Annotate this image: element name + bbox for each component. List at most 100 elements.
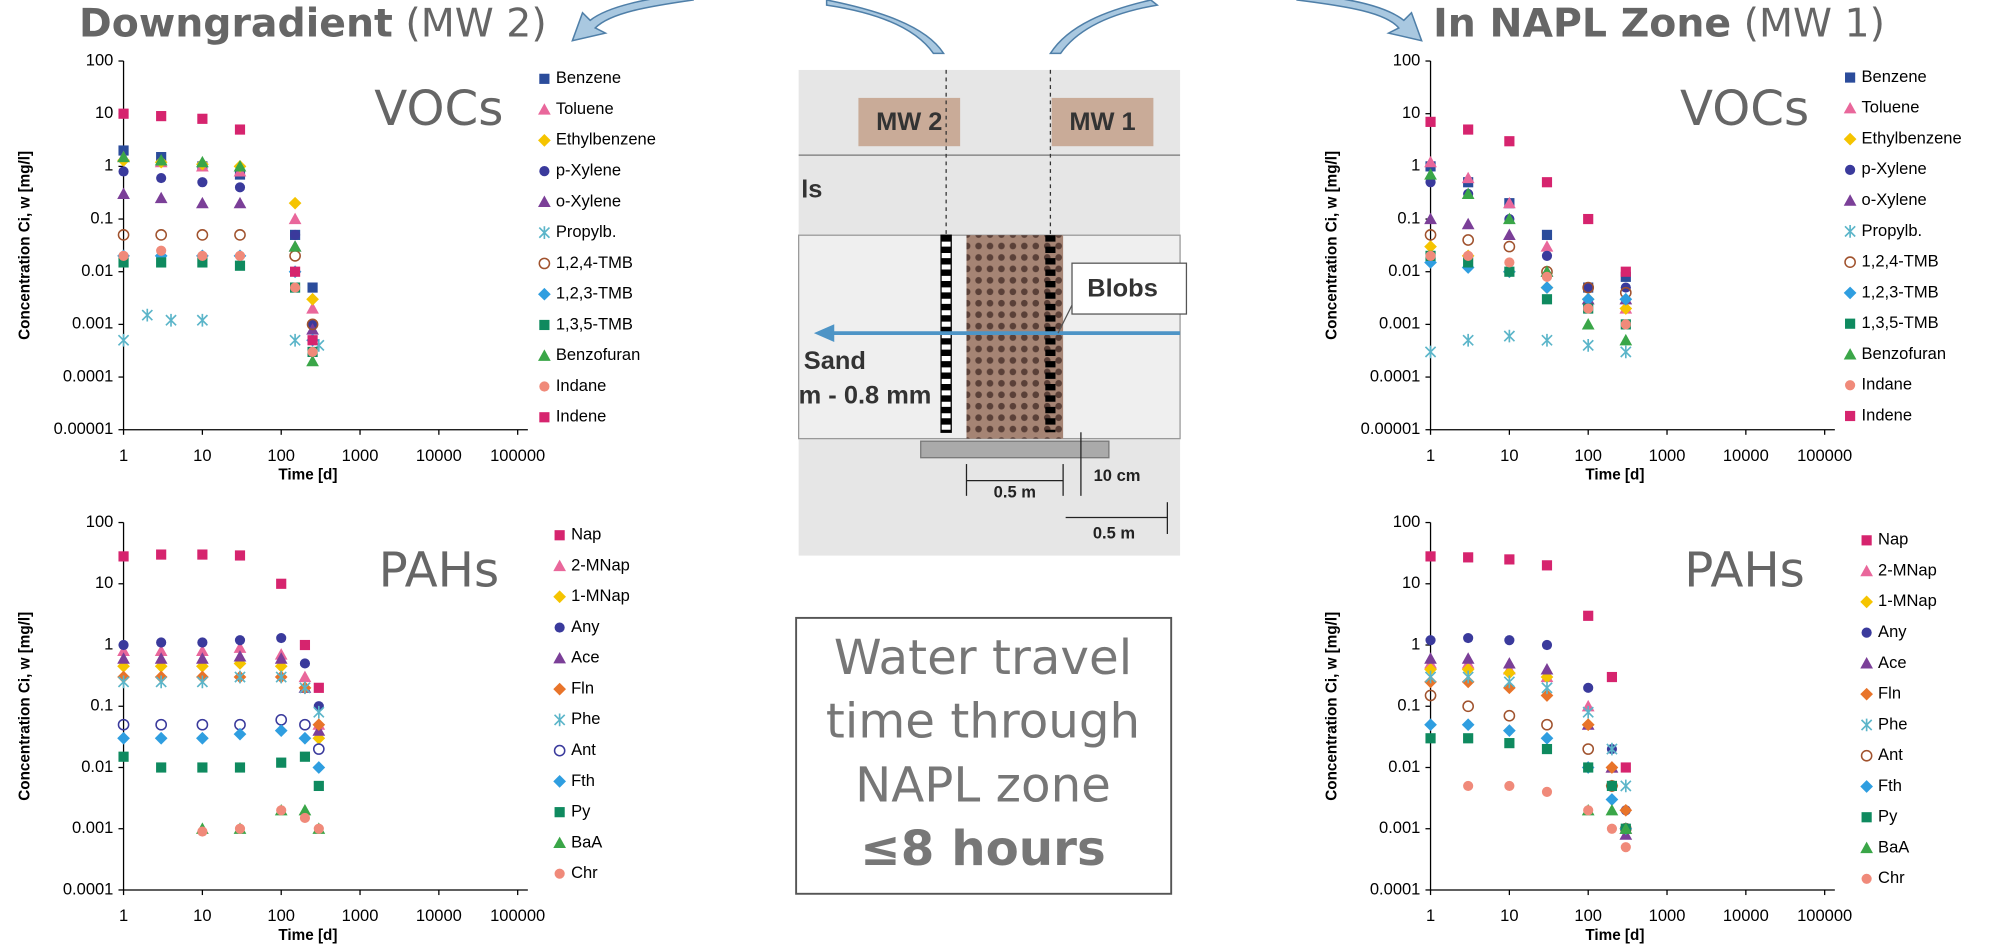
well-label: MW 2 bbox=[876, 108, 942, 136]
marker bbox=[235, 230, 245, 240]
legend-marker bbox=[553, 683, 566, 696]
legend-marker bbox=[1845, 257, 1855, 267]
marker bbox=[235, 550, 245, 560]
marker bbox=[300, 720, 310, 730]
x-tick-label: 100 bbox=[1574, 906, 1602, 925]
x-tick-label: 100000 bbox=[1797, 906, 1852, 925]
heading: In NAPL Zone (MW 1) bbox=[1433, 0, 1885, 46]
legend-marker bbox=[1844, 348, 1857, 359]
marker bbox=[1504, 711, 1514, 721]
marker bbox=[1503, 724, 1516, 737]
marker bbox=[1504, 136, 1514, 146]
marker bbox=[1542, 230, 1552, 240]
marker bbox=[1541, 732, 1554, 745]
legend-label: Any bbox=[1878, 622, 1907, 641]
blobs-label: Blobs bbox=[1087, 275, 1158, 303]
marker bbox=[117, 732, 130, 745]
marker bbox=[1542, 744, 1552, 754]
legend-marker bbox=[1860, 842, 1873, 853]
marker bbox=[1542, 640, 1552, 650]
note-emphasis: ≤8 hours bbox=[860, 821, 1105, 877]
marker bbox=[300, 752, 310, 762]
marker bbox=[276, 758, 286, 768]
y-tick-label: 10 bbox=[1402, 573, 1420, 592]
note-line: NAPL zone bbox=[855, 757, 1111, 813]
legend-label: 1,2,3-TMB bbox=[1862, 282, 1939, 301]
x-tick-label: 1 bbox=[1426, 446, 1435, 465]
legend-marker bbox=[538, 196, 551, 207]
legend-label: Indane bbox=[1862, 375, 1913, 394]
x-tick-label: 100 bbox=[267, 446, 295, 465]
marker bbox=[1504, 676, 1514, 689]
marker bbox=[197, 177, 207, 187]
x-tick-label: 1000 bbox=[342, 906, 379, 925]
chart-annotation: VOCs bbox=[374, 81, 503, 137]
marker bbox=[118, 640, 128, 650]
legend-marker bbox=[555, 530, 565, 540]
legend-label: Py bbox=[1878, 807, 1898, 826]
legend-marker bbox=[553, 560, 566, 571]
y-tick-label: 0.01 bbox=[1388, 261, 1420, 280]
heading-bold: Downgradient bbox=[79, 0, 393, 46]
marker bbox=[197, 720, 207, 730]
marker bbox=[276, 805, 286, 815]
y-tick-label: 10 bbox=[95, 103, 113, 122]
legend-label: Ethylbenzene bbox=[1862, 128, 1962, 147]
marker bbox=[1542, 787, 1552, 797]
y-tick-label: 1 bbox=[104, 634, 113, 653]
marker bbox=[1504, 781, 1514, 791]
marker bbox=[1463, 334, 1473, 347]
y-tick-label: 100 bbox=[86, 50, 114, 69]
legend-label: o-Xylene bbox=[1862, 190, 1927, 209]
marker bbox=[314, 824, 324, 834]
y-tick-label: 0.01 bbox=[1388, 757, 1420, 776]
marker bbox=[1425, 251, 1435, 261]
marker bbox=[1504, 635, 1514, 645]
legend-marker bbox=[1862, 751, 1872, 761]
legend-marker bbox=[1862, 812, 1872, 822]
y-tick-label: 0.001 bbox=[1379, 314, 1420, 333]
y-tick-label: 0.1 bbox=[90, 208, 113, 227]
arrow bbox=[572, 0, 693, 41]
legend-label: Benzofuran bbox=[1862, 344, 1946, 363]
marker bbox=[197, 826, 207, 836]
marker bbox=[118, 752, 128, 762]
y-tick-label: 0.1 bbox=[90, 696, 113, 715]
legend-label: Ace bbox=[1878, 653, 1906, 672]
x-tick-label: 10 bbox=[1500, 446, 1518, 465]
chart: 0.00010.0010.010.11101001101001000100001… bbox=[17, 512, 630, 944]
y-tick-label: 0.0001 bbox=[1370, 879, 1421, 898]
legend-label: 1,2,4-TMB bbox=[556, 253, 633, 272]
y-tick-label: 1 bbox=[1411, 634, 1420, 653]
legend-label: Benzofuran bbox=[556, 345, 640, 364]
heading-rest: (MW 1) bbox=[1744, 0, 1885, 46]
marker bbox=[1621, 346, 1631, 359]
marker bbox=[196, 197, 209, 208]
legend-marker bbox=[539, 226, 549, 239]
legend-label: Toluene bbox=[1862, 98, 1920, 117]
legend-marker bbox=[1862, 535, 1872, 545]
legend-marker bbox=[555, 807, 565, 817]
marker bbox=[1542, 681, 1552, 694]
legend-label: Any bbox=[571, 617, 600, 636]
legend-marker bbox=[539, 320, 549, 330]
legend-marker bbox=[1862, 719, 1872, 732]
marker bbox=[289, 213, 302, 224]
legend-label: Phe bbox=[1878, 714, 1907, 733]
heading: Downgradient (MW 2) bbox=[79, 0, 547, 46]
marker bbox=[1463, 781, 1473, 791]
marker bbox=[290, 267, 300, 277]
legend-label: p-Xylene bbox=[556, 160, 621, 179]
y-tick-label: 0.0001 bbox=[63, 879, 114, 898]
marker bbox=[1424, 652, 1437, 663]
marker bbox=[1621, 319, 1631, 329]
note-line: Water travel bbox=[834, 630, 1132, 686]
marker bbox=[197, 637, 207, 647]
marker bbox=[307, 347, 317, 357]
marker bbox=[1504, 330, 1514, 343]
x-tick-label: 10 bbox=[193, 906, 211, 925]
marker bbox=[1621, 842, 1631, 852]
y-tick-label: 0.1 bbox=[1397, 696, 1420, 715]
heading-bold: In NAPL Zone bbox=[1433, 0, 1731, 46]
marker bbox=[235, 824, 245, 834]
